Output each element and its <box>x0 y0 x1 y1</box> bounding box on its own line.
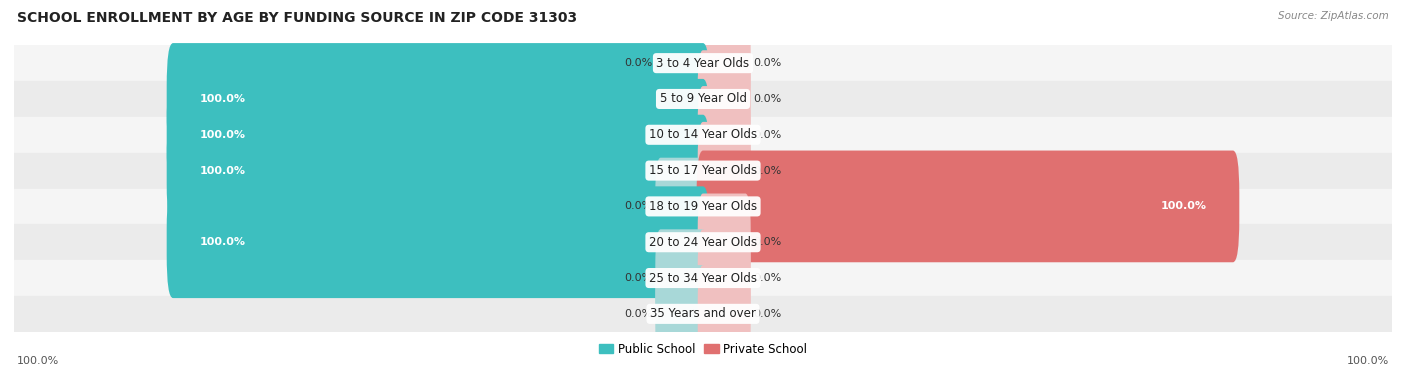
FancyBboxPatch shape <box>167 115 710 227</box>
Text: 15 to 17 Year Olds: 15 to 17 Year Olds <box>650 164 756 177</box>
Text: 0.0%: 0.0% <box>624 309 652 319</box>
Bar <box>14 153 1392 188</box>
Text: 100.0%: 100.0% <box>200 237 246 247</box>
Text: 20 to 24 Year Olds: 20 to 24 Year Olds <box>650 236 756 249</box>
Text: 100.0%: 100.0% <box>17 356 59 366</box>
Bar <box>14 188 1392 224</box>
FancyBboxPatch shape <box>167 79 710 191</box>
Bar <box>14 296 1392 332</box>
Text: 100.0%: 100.0% <box>200 166 246 176</box>
FancyBboxPatch shape <box>167 186 710 298</box>
Text: 100.0%: 100.0% <box>200 130 246 140</box>
Text: 10 to 14 Year Olds: 10 to 14 Year Olds <box>650 128 756 141</box>
FancyBboxPatch shape <box>697 14 751 112</box>
Text: 0.0%: 0.0% <box>754 166 782 176</box>
Text: 25 to 34 Year Olds: 25 to 34 Year Olds <box>650 271 756 285</box>
Text: 0.0%: 0.0% <box>754 237 782 247</box>
FancyBboxPatch shape <box>696 150 1239 262</box>
Text: 18 to 19 Year Olds: 18 to 19 Year Olds <box>650 200 756 213</box>
Text: 35 Years and over: 35 Years and over <box>650 307 756 320</box>
Text: 0.0%: 0.0% <box>624 273 652 283</box>
FancyBboxPatch shape <box>697 86 751 184</box>
FancyBboxPatch shape <box>697 122 751 219</box>
FancyBboxPatch shape <box>697 193 751 291</box>
Bar <box>14 224 1392 260</box>
FancyBboxPatch shape <box>697 229 751 327</box>
FancyBboxPatch shape <box>655 265 709 363</box>
Bar <box>14 81 1392 117</box>
Text: Source: ZipAtlas.com: Source: ZipAtlas.com <box>1278 11 1389 21</box>
Bar <box>14 260 1392 296</box>
Bar <box>14 117 1392 153</box>
Text: 100.0%: 100.0% <box>1160 201 1206 211</box>
Text: 0.0%: 0.0% <box>754 130 782 140</box>
Text: 5 to 9 Year Old: 5 to 9 Year Old <box>659 92 747 106</box>
Text: 0.0%: 0.0% <box>754 273 782 283</box>
Text: 0.0%: 0.0% <box>754 58 782 68</box>
FancyBboxPatch shape <box>697 50 751 148</box>
Text: 0.0%: 0.0% <box>754 94 782 104</box>
Text: SCHOOL ENROLLMENT BY AGE BY FUNDING SOURCE IN ZIP CODE 31303: SCHOOL ENROLLMENT BY AGE BY FUNDING SOUR… <box>17 11 576 25</box>
Bar <box>14 45 1392 81</box>
FancyBboxPatch shape <box>655 158 709 255</box>
Text: 0.0%: 0.0% <box>624 58 652 68</box>
Text: 100.0%: 100.0% <box>1347 356 1389 366</box>
Text: 100.0%: 100.0% <box>200 94 246 104</box>
FancyBboxPatch shape <box>167 43 710 155</box>
Text: 3 to 4 Year Olds: 3 to 4 Year Olds <box>657 57 749 70</box>
FancyBboxPatch shape <box>655 229 709 327</box>
FancyBboxPatch shape <box>655 14 709 112</box>
Text: 0.0%: 0.0% <box>624 201 652 211</box>
FancyBboxPatch shape <box>697 265 751 363</box>
Text: 0.0%: 0.0% <box>754 309 782 319</box>
Legend: Public School, Private School: Public School, Private School <box>593 338 813 360</box>
